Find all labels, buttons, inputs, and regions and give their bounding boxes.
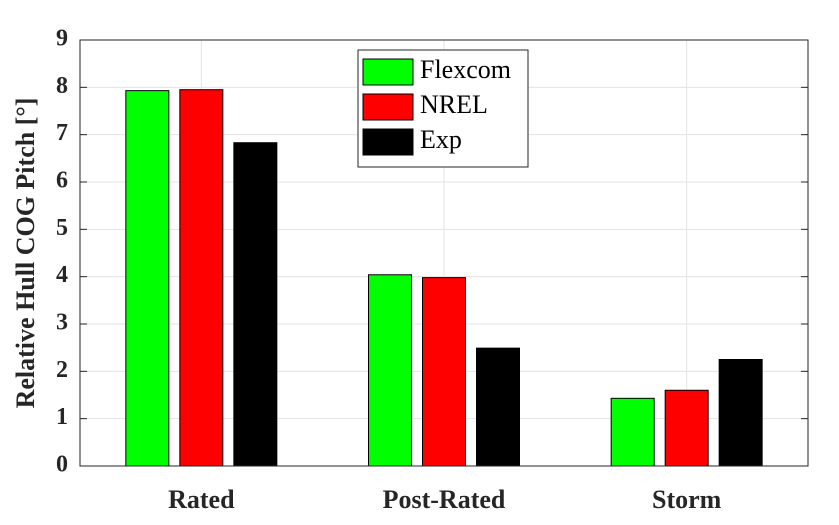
y-tick-label: 4 — [56, 262, 68, 288]
bar — [476, 347, 520, 467]
y-tick-label: 0 — [56, 452, 68, 478]
bar — [718, 359, 763, 467]
bar — [179, 89, 224, 467]
x-tick-label: Post-Rated — [383, 485, 506, 514]
x-tick-label: Rated — [168, 485, 235, 514]
y-tick-label: 2 — [56, 357, 68, 383]
bar — [664, 389, 709, 467]
bar — [422, 277, 466, 467]
bar — [233, 142, 278, 467]
y-tick-label: 9 — [56, 26, 68, 52]
bar — [610, 397, 655, 467]
legend-label: NREL — [420, 90, 488, 119]
legend-label: Flexcom — [420, 55, 511, 84]
legend-swatch — [362, 93, 414, 121]
y-axis-label: Relative Hull COG Pitch [°] — [11, 98, 40, 409]
y-tick-label: 8 — [56, 73, 68, 99]
bar — [125, 90, 170, 467]
plot-frame — [79, 39, 809, 467]
bar — [368, 274, 412, 467]
x-tick-label: Storm — [652, 485, 722, 514]
y-tick-label: 3 — [56, 310, 68, 336]
legend-swatch — [362, 58, 414, 86]
y-tick-label: 6 — [56, 168, 68, 194]
y-tick-label: 5 — [56, 215, 68, 241]
y-tick-label: 1 — [56, 404, 68, 430]
legend-label: Exp — [420, 125, 462, 154]
y-tick-label: 7 — [56, 120, 68, 146]
legend-swatch — [362, 128, 414, 156]
